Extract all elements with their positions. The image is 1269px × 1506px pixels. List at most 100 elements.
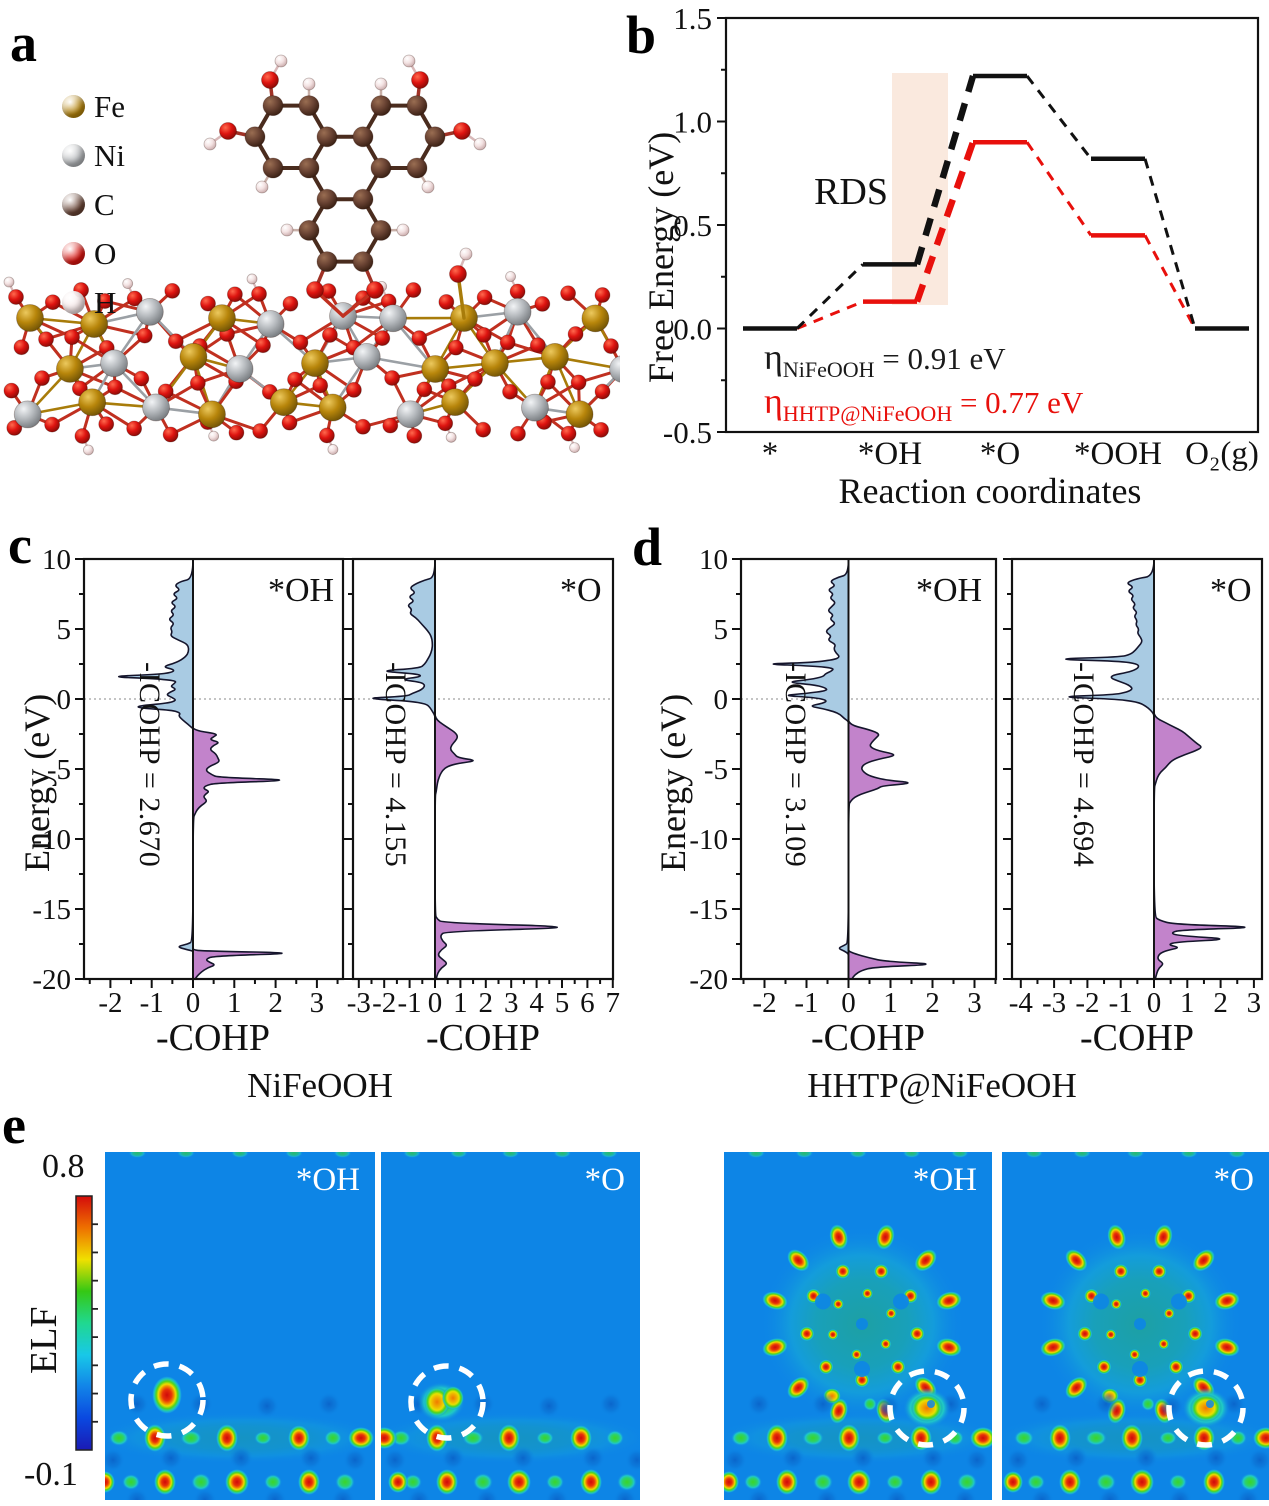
overpotential-hhtp-nifeooh: ηHHTP@NiFeOOH = 0.77 eV [764, 381, 1084, 426]
atom-ball-icon [62, 291, 85, 314]
icohp-value-d2: -ICOHP = 4.694 [1067, 662, 1100, 868]
svg-text:1: 1 [453, 987, 468, 1019]
elf-map-label-2: *O [584, 1162, 625, 1198]
cohp-panel-3: -4 -3 -2 -1 0 1 2 3 [1003, 557, 1264, 1019]
legend-label: Ni [94, 137, 125, 173]
legend-item-h: H [62, 278, 125, 327]
free-energy-xlabel: Reaction coordinates [838, 471, 1142, 511]
atom-ball-icon [62, 242, 85, 265]
elf-map-0 [105, 1152, 375, 1500]
svg-text:-10: -10 [32, 824, 71, 856]
legend-item-ni: Ni [62, 131, 125, 180]
svg-text:1: 1 [227, 987, 242, 1019]
svg-text:0: 0 [1147, 987, 1162, 1019]
cohp-xlabel-c2: -COHP [425, 1017, 541, 1059]
structure-model-panel [3, 54, 620, 456]
legend-label: H [94, 284, 117, 320]
svg-text:*O: *O [980, 436, 1020, 472]
elf-map-2 [724, 1152, 992, 1500]
svg-text:0: 0 [428, 987, 443, 1019]
adsorbate-label-c1: *OH [268, 572, 335, 609]
svg-text:0: 0 [186, 987, 201, 1019]
icohp-value-c2: -ICOHP = 4.155 [379, 662, 412, 868]
cohp-xlabel-c1: -COHP [155, 1017, 271, 1059]
svg-text:-5: -5 [47, 754, 71, 786]
atom-legend: Fe Ni C O H [62, 82, 125, 327]
panel-letter-c: c [8, 515, 32, 575]
panel-letter-b: b [626, 5, 657, 65]
svg-text:0: 0 [57, 684, 72, 716]
svg-text:3: 3 [310, 987, 325, 1019]
svg-text:2: 2 [925, 987, 940, 1019]
svg-text:-20: -20 [689, 964, 728, 996]
atom-ball-icon [62, 95, 85, 118]
svg-text:1.5: 1.5 [673, 1, 712, 36]
caption-hhtp-nifeooh: HHTP@NiFeOOH [807, 1066, 1077, 1105]
rds-highlight [892, 73, 948, 305]
svg-text:-1: -1 [794, 987, 818, 1019]
atom-ball-icon [62, 144, 85, 167]
bonding-curve [192, 559, 283, 979]
svg-text:5: 5 [555, 987, 570, 1019]
legend-label: Fe [94, 88, 125, 124]
svg-text:0.0: 0.0 [673, 312, 712, 347]
elf-scale-min: -0.1 [24, 1456, 78, 1493]
svg-text:10: 10 [42, 544, 71, 576]
svg-text:2: 2 [479, 987, 494, 1019]
svg-text:*OH: *OH [858, 436, 922, 472]
svg-text:-10: -10 [689, 824, 728, 856]
highlight-dashed-circle [408, 1363, 486, 1441]
svg-text:2: 2 [1213, 987, 1228, 1019]
svg-text:3: 3 [504, 987, 519, 1019]
legend-label: O [94, 235, 117, 271]
bonding-curve [847, 559, 927, 979]
free-energy-diagram: 1.5 1.0 0.5 0.0 -0.5 * *OH *O *OOH O₂(g) RDS [663, 1, 1260, 472]
adsorbate-label-d2: *O [1210, 572, 1252, 609]
svg-text:6: 6 [580, 987, 595, 1019]
bonding-curve [1153, 559, 1246, 979]
adsorbate-label-c2: *O [560, 572, 602, 609]
cohp-ylabel-c: Energy (eV) [17, 693, 57, 872]
caption-nifeooh: NiFeOOH [247, 1066, 393, 1105]
adsorbate-label-d1: *OH [916, 572, 983, 609]
svg-text:-3: -3 [1042, 987, 1066, 1019]
cohp-xlabel-d2: -COHP [1079, 1017, 1195, 1059]
highlight-dashed-circle [887, 1368, 967, 1448]
svg-text:-1: -1 [140, 987, 164, 1019]
svg-text:-20: -20 [32, 964, 71, 996]
elf-map-label-3: *OH [912, 1162, 977, 1198]
elf-map-1 [381, 1152, 640, 1500]
atom-ball-icon [62, 193, 85, 216]
svg-text:2: 2 [268, 987, 283, 1019]
eta-symbol: η [764, 381, 783, 421]
svg-text:-5: -5 [704, 754, 728, 786]
svg-text:-1: -1 [1109, 987, 1133, 1019]
panel-letter-d: d [632, 517, 663, 577]
legend-item-fe: Fe [62, 82, 125, 131]
panel-letter-a: a [10, 13, 37, 73]
elf-maps [75, 1152, 1269, 1500]
free-energy-ylabel: Free Energy (eV) [641, 131, 681, 383]
svg-text:0: 0 [714, 684, 729, 716]
icohp-value-d1: -ICOHP = 3.109 [779, 662, 812, 868]
svg-text:5: 5 [714, 614, 729, 646]
cohp-ylabel-d: Energy (eV) [653, 693, 693, 872]
svg-text:5: 5 [57, 614, 72, 646]
elf-map-label-1: *OH [295, 1162, 360, 1198]
svg-text:-1: -1 [398, 987, 422, 1019]
svg-text:1: 1 [1180, 987, 1195, 1019]
svg-text:*: * [762, 436, 779, 472]
svg-text:-2: -2 [752, 987, 776, 1019]
elf-map-3 [1002, 1152, 1269, 1500]
svg-text:-2: -2 [98, 987, 122, 1019]
legend-item-c: C [62, 180, 125, 229]
legend-item-o: O [62, 229, 125, 278]
svg-text:3: 3 [967, 987, 982, 1019]
panel-letter-e: e [2, 1095, 26, 1155]
elf-map-label-4: *O [1213, 1162, 1254, 1198]
cohp-panel-1: -3 -2 -1 0 1 2 3 4 5 6 7 [344, 557, 620, 1019]
svg-text:-4: -4 [1009, 987, 1034, 1019]
svg-text:10: 10 [699, 544, 728, 576]
